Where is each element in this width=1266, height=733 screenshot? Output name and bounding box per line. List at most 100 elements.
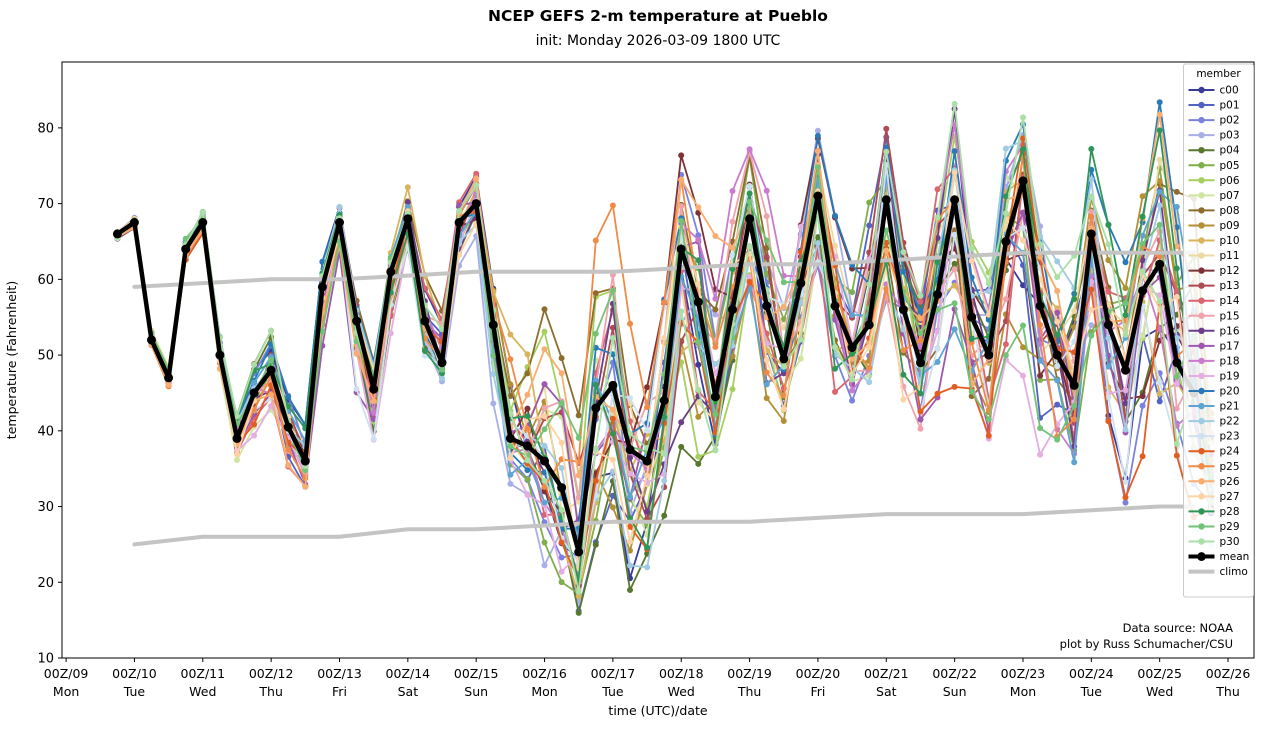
x-tick-label-utc: 00Z/09 [44,666,89,681]
member-line-p18 [116,123,1212,576]
legend-label-p04: p04 [1220,145,1240,157]
legend-sample-marker-p30 [1198,538,1205,545]
legend-label-p03: p03 [1220,130,1240,142]
x-tick-label-weekday: Sat [398,684,419,699]
x-tick-label-utc: 00Z/23 [1001,666,1046,681]
legend-label-p28: p28 [1220,506,1240,518]
x-tick-label-weekday: Tue [1080,684,1103,699]
legend-sample-marker-p07 [1198,192,1205,199]
legend-label-p18: p18 [1220,355,1240,367]
legend-label-p12: p12 [1220,265,1240,277]
x-tick-label-utc: 00Z/20 [796,666,841,681]
x-tick-label-utc: 00Z/15 [454,666,499,681]
legend-label-p23: p23 [1220,431,1240,443]
x-tick-label-utc: 00Z/12 [249,666,294,681]
legend-label-p29: p29 [1220,521,1240,533]
legend-sample-marker-p26 [1198,478,1205,485]
legend-sample-marker-p02 [1198,116,1205,124]
x-tick-label-weekday: Mon [1010,684,1036,699]
x-axis-label: time (UTC)/date [608,703,707,718]
x-tick-label-utc: 00Z/19 [727,666,772,681]
member-markers-p22 [114,137,1214,571]
x-tick-label-utc: 00Z/25 [1137,666,1182,681]
legend-sample-marker-p08 [1198,207,1205,214]
chart-title: NCEP GEFS 2-m temperature at Pueblo [488,7,828,25]
x-tick-label-weekday: Thu [737,684,761,699]
legend-label-p25: p25 [1220,461,1240,473]
legend-sample-marker-p16 [1198,327,1205,334]
y-tick-label: 50 [37,349,54,364]
member-markers-p02 [114,152,1214,561]
legend-label-p20: p20 [1220,386,1240,398]
legend-sample-marker-p22 [1198,417,1205,425]
legend-sample-marker-p19 [1198,372,1205,380]
y-tick-label: 10 [37,652,54,667]
x-tick-label-utc: 00Z/26 [1206,666,1251,681]
legend-label-p08: p08 [1220,205,1240,217]
legend-label-p26: p26 [1220,476,1240,488]
legend-sample-marker-p01 [1198,101,1205,109]
mean-line [115,178,1197,555]
annotation-credit: plot by Russ Schumacher/CSU [1060,637,1233,651]
legend-sample-marker-p17 [1198,342,1205,350]
legend-label-p06: p06 [1220,175,1240,187]
y-tick-label: 80 [37,121,54,136]
legend-label-p22: p22 [1220,416,1240,428]
legend-label-p30: p30 [1220,536,1240,548]
legend-sample-marker-p27 [1198,493,1205,500]
x-tick-label-utc: 00Z/17 [591,666,636,681]
x-tick-label-weekday: Wed [189,684,216,699]
chart-subtitle: init: Monday 2026-03-09 1800 UTC [535,33,781,49]
x-tick-label-utc: 00Z/11 [181,666,226,681]
legend-label-mean: mean [1220,551,1250,563]
legend-sample-marker-p06 [1198,177,1205,184]
x-tick-label-utc: 00Z/13 [317,666,362,681]
legend-label-p09: p09 [1220,220,1240,232]
x-tick-label-weekday: Tue [123,684,146,699]
legend-sample-marker-p11 [1198,252,1205,259]
legend-title: member [1196,68,1241,80]
legend-sample-marker-c00 [1198,86,1205,94]
x-tick-label-weekday: Mon [53,684,79,699]
legend-sample-marker-p29 [1198,523,1205,530]
legend-sample-marker-p14 [1198,297,1205,304]
x-tick-label-weekday: Sun [943,684,967,699]
y-tick-label: 30 [37,500,54,515]
x-tick-label-weekday: Fri [332,684,347,699]
x-tick-label-weekday: Mon [531,684,557,699]
annotation-data-source: Data source: NOAA [1123,621,1233,635]
legend-label-p13: p13 [1220,280,1240,292]
y-tick-label: 60 [37,273,54,288]
climo-lower-line [132,504,1196,547]
legend-sample-marker-p13 [1198,282,1205,289]
legend-label-p02: p02 [1220,115,1240,127]
legend-label-p24: p24 [1220,446,1240,458]
legend-sample-marker-p05 [1198,162,1205,169]
legend-label-p01: p01 [1220,100,1240,112]
legend-label-p07: p07 [1220,190,1240,202]
legend-label-p27: p27 [1220,491,1240,503]
x-tick-label-utc: 00Z/14 [386,666,431,681]
x-tick-label-weekday: Wed [668,684,695,699]
x-tick-label-utc: 00Z/22 [932,666,977,681]
y-axis-label: temperature (Fahrenheit) [4,281,19,439]
legend-sample-marker-p23 [1198,432,1205,440]
legend-label-p19: p19 [1220,370,1240,382]
legend-sample-marker-p18 [1198,357,1205,365]
legend-label-c00: c00 [1220,85,1239,97]
y-tick-label: 40 [37,424,54,439]
legend-sample-marker-p10 [1198,237,1205,244]
legend-sample-marker-p12 [1198,267,1205,274]
x-tick-label-weekday: Tue [601,684,624,699]
legend-label-climo: climo [1220,566,1248,578]
legend-label-p15: p15 [1220,310,1240,322]
legend-sample-marker-p25 [1198,463,1205,470]
legend-label-p21: p21 [1220,401,1240,413]
x-tick-label-weekday: Thu [258,684,282,699]
legend-label-p05: p05 [1220,160,1240,172]
x-tick-label-utc: 00Z/18 [659,666,704,681]
legend-sample-marker-p09 [1198,222,1205,229]
x-tick-label-weekday: Wed [1146,684,1173,699]
y-tick-label: 70 [37,197,54,212]
